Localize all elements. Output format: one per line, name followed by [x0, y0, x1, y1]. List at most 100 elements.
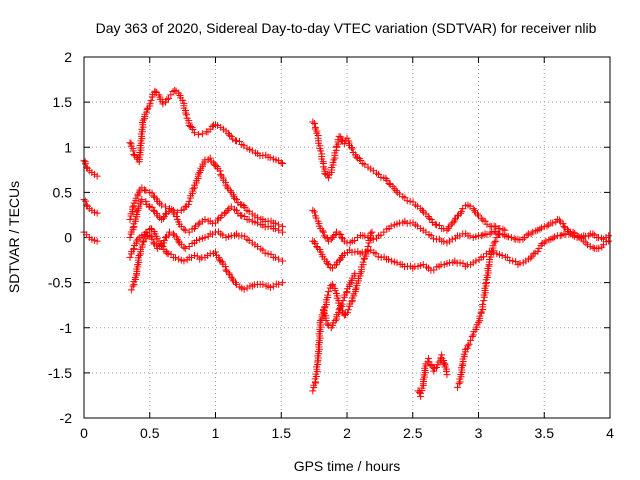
data-point — [171, 86, 179, 94]
data-point — [338, 253, 346, 261]
data-point — [368, 228, 376, 236]
data-point — [240, 202, 248, 210]
data-point — [382, 175, 390, 183]
data-point — [506, 256, 514, 264]
data-point — [126, 234, 134, 241]
data-point — [190, 252, 198, 260]
data-point — [346, 280, 354, 288]
data-point — [582, 239, 590, 247]
data-point — [469, 331, 477, 339]
data-point — [171, 254, 179, 262]
data-point — [356, 155, 364, 163]
data-point — [165, 228, 173, 236]
data-point — [427, 215, 435, 223]
data-point — [279, 257, 287, 265]
data-point — [424, 212, 432, 220]
data-point — [569, 228, 577, 236]
data-point — [466, 232, 474, 240]
data-point — [180, 225, 188, 233]
data-point — [150, 239, 158, 247]
data-point — [238, 232, 246, 240]
data-point — [479, 253, 487, 261]
data-point — [93, 209, 101, 217]
data-point — [310, 119, 318, 127]
data-point — [319, 306, 327, 314]
data-point — [224, 206, 232, 214]
data-point — [595, 244, 603, 252]
data-point — [201, 234, 209, 241]
data-point — [448, 235, 456, 243]
data-point — [559, 220, 567, 228]
x-axis-label: GPS time / hours — [294, 458, 401, 474]
data-point — [275, 226, 283, 234]
data-point — [317, 147, 325, 155]
plot-frame — [83, 56, 611, 419]
y-tick-label: 1.5 — [53, 94, 73, 110]
data-point — [261, 249, 269, 257]
data-point — [313, 358, 321, 366]
data-point — [516, 236, 524, 244]
x-tick-label: 0.5 — [140, 425, 160, 441]
data-point — [158, 241, 166, 249]
data-point — [271, 254, 279, 262]
data-point — [440, 237, 448, 245]
data-point — [169, 230, 177, 238]
y-tick-label: -0.5 — [48, 275, 72, 291]
data-point — [223, 183, 231, 191]
data-point — [468, 332, 476, 340]
data-point — [325, 174, 333, 182]
x-tick-label: 3 — [475, 425, 483, 441]
data-point — [208, 122, 216, 130]
data-point — [425, 354, 433, 362]
data-point — [164, 250, 172, 258]
data-point — [503, 232, 511, 240]
data-point — [254, 219, 262, 227]
data-point — [377, 173, 385, 181]
data-point — [359, 258, 367, 266]
data-point — [352, 286, 360, 294]
data-point — [229, 275, 237, 283]
data-point — [138, 241, 146, 249]
data-point — [483, 230, 491, 238]
data-point — [226, 131, 234, 139]
data-point — [147, 96, 155, 104]
y-tick-label: -1.5 — [48, 365, 72, 381]
data-point — [489, 242, 497, 250]
y-tick-label: 0 — [64, 230, 72, 246]
data-point — [556, 232, 564, 240]
data-point — [162, 203, 170, 211]
data-point — [477, 214, 485, 222]
data-point — [237, 200, 245, 208]
data-point — [189, 185, 197, 193]
data-point — [339, 297, 347, 305]
data-point — [279, 159, 287, 167]
data-point — [240, 285, 248, 293]
data-point — [279, 228, 287, 236]
data-point — [224, 129, 232, 137]
data-point — [335, 230, 343, 238]
data-point — [148, 189, 156, 197]
data-point — [313, 243, 321, 251]
data-point — [496, 230, 504, 238]
data-point — [275, 255, 283, 263]
data-point — [324, 234, 332, 242]
data-point — [473, 210, 481, 218]
data-point — [549, 234, 557, 242]
data-point — [309, 387, 317, 395]
data-point — [540, 239, 548, 247]
data-point — [221, 263, 229, 271]
y-tick-label: -2 — [60, 410, 73, 426]
x-tick-label: 1.5 — [272, 425, 292, 441]
data-points — [80, 86, 613, 400]
data-point — [198, 130, 206, 138]
data-point — [335, 132, 343, 140]
data-point — [471, 206, 479, 214]
data-point — [266, 283, 274, 291]
data-point — [417, 205, 425, 213]
data-point — [225, 269, 233, 277]
data-point — [185, 197, 193, 205]
y-axis-label: SDTVAR / TECUs — [6, 181, 22, 293]
data-point — [210, 161, 218, 169]
data-point — [364, 243, 372, 251]
data-point — [93, 172, 101, 180]
